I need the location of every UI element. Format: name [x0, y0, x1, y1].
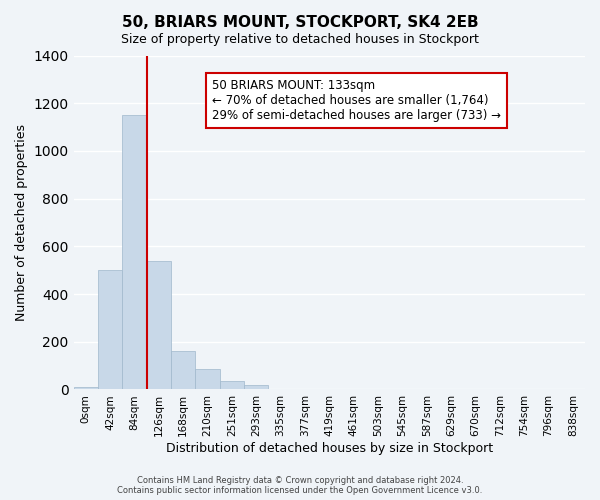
Bar	[98, 270, 122, 390]
Bar	[196, 369, 220, 390]
Text: Size of property relative to detached houses in Stockport: Size of property relative to detached ho…	[121, 32, 479, 46]
X-axis label: Distribution of detached houses by size in Stockport: Distribution of detached houses by size …	[166, 442, 493, 455]
Bar	[220, 381, 244, 390]
Bar	[171, 352, 196, 390]
Text: Contains HM Land Registry data © Crown copyright and database right 2024.
Contai: Contains HM Land Registry data © Crown c…	[118, 476, 482, 495]
Bar	[146, 260, 171, 390]
Text: 50 BRIARS MOUNT: 133sqm
← 70% of detached houses are smaller (1,764)
29% of semi: 50 BRIARS MOUNT: 133sqm ← 70% of detache…	[212, 79, 500, 122]
Bar	[244, 384, 268, 390]
Text: 50, BRIARS MOUNT, STOCKPORT, SK4 2EB: 50, BRIARS MOUNT, STOCKPORT, SK4 2EB	[122, 15, 478, 30]
Y-axis label: Number of detached properties: Number of detached properties	[15, 124, 28, 321]
Bar	[74, 387, 98, 390]
Bar	[122, 115, 146, 390]
